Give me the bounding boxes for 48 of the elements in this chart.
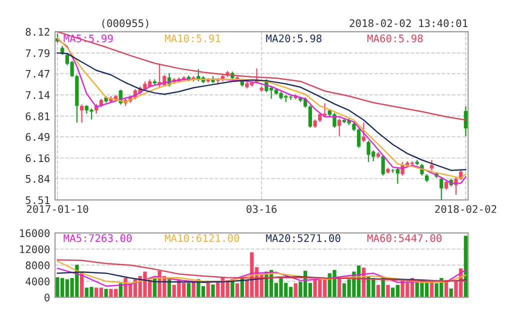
x-tick-label: 03-16 xyxy=(246,205,277,213)
text: 2018-02-02 13:40:01 xyxy=(350,19,468,28)
candlestick xyxy=(440,176,444,200)
y-tick-label: 5.84 xyxy=(26,174,50,183)
candlestick xyxy=(444,180,448,190)
y-tick-label: 7.14 xyxy=(26,91,50,99)
bar xyxy=(386,284,390,298)
bar xyxy=(294,283,298,298)
text: MA10:5.91 xyxy=(164,34,220,42)
y-tick-label: 4000 xyxy=(26,277,50,286)
bar xyxy=(464,236,468,298)
candlestick xyxy=(464,106,468,137)
bar xyxy=(235,283,240,298)
y-tick-label: 8000 xyxy=(26,261,50,270)
text: MA10:6121.00 xyxy=(164,234,240,242)
y-tick-label: 12000 xyxy=(20,245,50,254)
bar xyxy=(206,282,210,298)
y-tick-label: 0 xyxy=(44,294,50,302)
candlestick xyxy=(322,102,327,118)
y-tick-label: 7.47 xyxy=(26,70,50,78)
bar xyxy=(104,288,108,298)
bar xyxy=(211,284,215,298)
y-tick-label: 5.51 xyxy=(26,196,50,204)
candlestick xyxy=(338,118,342,137)
text: MA60:5447.00 xyxy=(367,234,442,242)
y-tick-label: 16000 xyxy=(20,229,50,238)
bar xyxy=(376,284,380,298)
text: MA20:5.98 xyxy=(266,34,322,42)
candlestick xyxy=(80,104,84,124)
y-tick-label: 8.12 xyxy=(26,28,50,36)
text: MA20:5271.00 xyxy=(266,234,340,242)
candlestick xyxy=(308,104,312,128)
candlestick xyxy=(430,159,434,171)
bar xyxy=(192,282,196,298)
chart-title: (000955) xyxy=(102,19,148,28)
line-series xyxy=(56,52,466,171)
x-tick-label: 2017-01-10 xyxy=(26,205,88,213)
text: MA5:7263.00 xyxy=(64,234,132,242)
text: MA60:5.98 xyxy=(367,34,423,42)
candlestick xyxy=(356,128,361,148)
y-tick-label: 6.16 xyxy=(26,154,50,162)
y-tick-label: 7.79 xyxy=(26,49,50,58)
bar xyxy=(186,282,191,298)
candlestick xyxy=(318,112,322,123)
y-tick-label: 6.81 xyxy=(26,112,50,120)
y-tick-label: 6.49 xyxy=(26,133,50,141)
bar xyxy=(449,288,453,298)
x-tick-label: 2018-02-02 xyxy=(435,205,496,213)
